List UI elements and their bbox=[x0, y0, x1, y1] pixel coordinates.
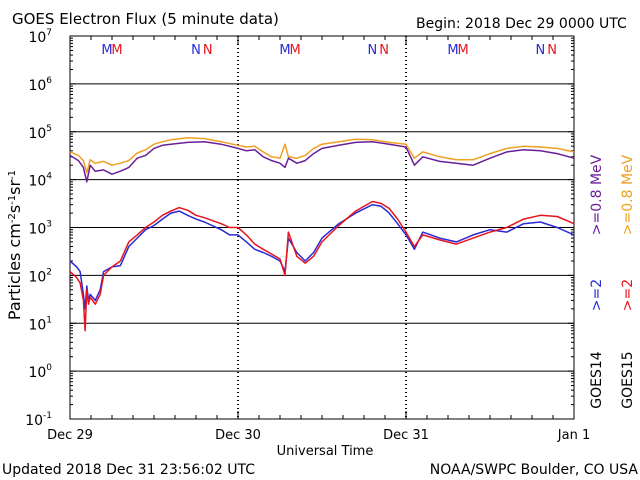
y-tick-exponent: 0 bbox=[46, 363, 52, 373]
x-tick-label: Dec 29 bbox=[47, 428, 93, 443]
x-axis-label: Universal Time bbox=[277, 444, 374, 459]
legend-item: >=0.8 MeV bbox=[620, 154, 636, 235]
annotation-N: N bbox=[368, 43, 378, 58]
y-tick-exponent: 5 bbox=[46, 124, 52, 134]
y-tick-exponent: 3 bbox=[46, 220, 52, 230]
annotation-M: M bbox=[111, 43, 122, 58]
y-tick-exponent: 7 bbox=[46, 28, 52, 38]
legend-item: GOES14 bbox=[589, 351, 605, 409]
annotation-M: M bbox=[290, 43, 301, 58]
x-tick-label: Jan 1 bbox=[557, 428, 590, 443]
y-tick-label: 103 bbox=[28, 220, 52, 238]
grid-lines bbox=[70, 36, 574, 419]
y-tick-label: 107 bbox=[28, 28, 52, 46]
x-tick-label: Dec 30 bbox=[215, 428, 261, 443]
annotation-N: N bbox=[203, 43, 213, 58]
begin-time: Begin: 2018 Dec 29 0000 UTC bbox=[416, 16, 627, 32]
series-line-goes15 bbox=[69, 200, 575, 332]
annotation-M: M bbox=[447, 43, 458, 58]
annotation-M: M bbox=[279, 43, 290, 58]
y-axis-label: Particles cm-2s-1sr-1 bbox=[5, 170, 24, 320]
annotation-N: N bbox=[191, 43, 201, 58]
annotation-N: N bbox=[536, 43, 546, 58]
y-tick-exponent: 2 bbox=[46, 267, 52, 277]
legend-item: >=2 bbox=[589, 279, 605, 311]
y-tick-exponent: 4 bbox=[46, 172, 52, 182]
y-tick-label: 105 bbox=[28, 124, 52, 142]
series-line-e_0_8_goes15 bbox=[69, 136, 575, 174]
legend-item: GOES15 bbox=[620, 351, 636, 408]
legend-item: >=2 bbox=[620, 279, 636, 311]
credit: NOAA/SWPC Boulder, CO USA bbox=[430, 462, 639, 478]
legend-item: >=0.8 MeV bbox=[589, 154, 605, 235]
updated-time: Updated 2018 Dec 31 23:56:02 UTC bbox=[2, 462, 255, 478]
series-line-e_0_8_goes14 bbox=[69, 140, 575, 183]
annotation-N: N bbox=[379, 43, 389, 58]
y-tick-label: 102 bbox=[28, 267, 52, 285]
x-axis-ticks: Dec 29 Dec 30 Dec 31 Jan 1 bbox=[47, 36, 590, 443]
spacecraft-annotations: MM N N MM N N MM N N bbox=[101, 43, 557, 58]
series-lines bbox=[69, 136, 575, 332]
annotation-N: N bbox=[547, 43, 557, 58]
y-tick-exponent: -1 bbox=[43, 411, 52, 421]
annotation-M: M bbox=[101, 43, 112, 58]
legend: >=0.8 MeV >=0.8 MeV >=2 >=2 GOES14 GOES15 bbox=[589, 154, 636, 408]
y-tick-label: 101 bbox=[28, 315, 52, 333]
x-tick-label: Dec 31 bbox=[383, 428, 429, 443]
chart-title: GOES Electron Flux (5 minute data) bbox=[12, 10, 279, 28]
annotation-M: M bbox=[458, 43, 469, 58]
y-tick-exponent: 6 bbox=[46, 76, 52, 86]
series-line-goes14 bbox=[69, 203, 575, 310]
y-tick-exponent: 1 bbox=[46, 315, 52, 325]
